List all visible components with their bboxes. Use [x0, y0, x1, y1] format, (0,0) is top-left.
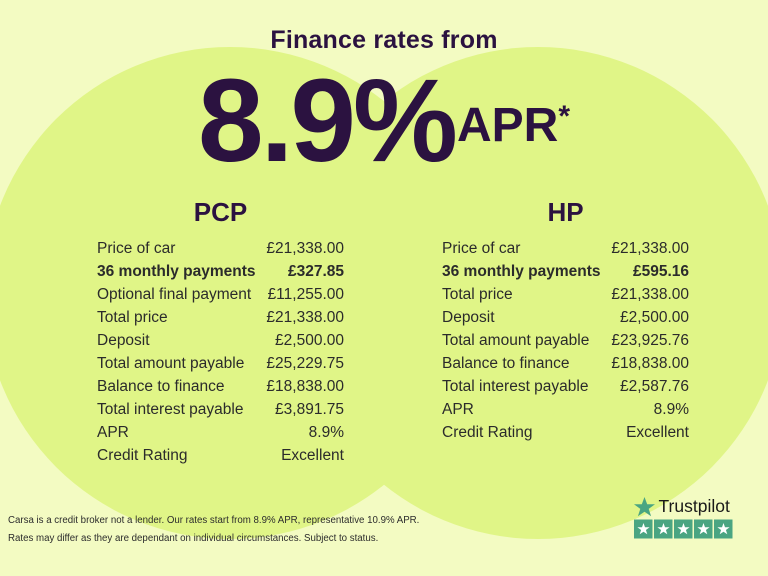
svg-text:Trustpilot: Trustpilot	[659, 497, 730, 516]
